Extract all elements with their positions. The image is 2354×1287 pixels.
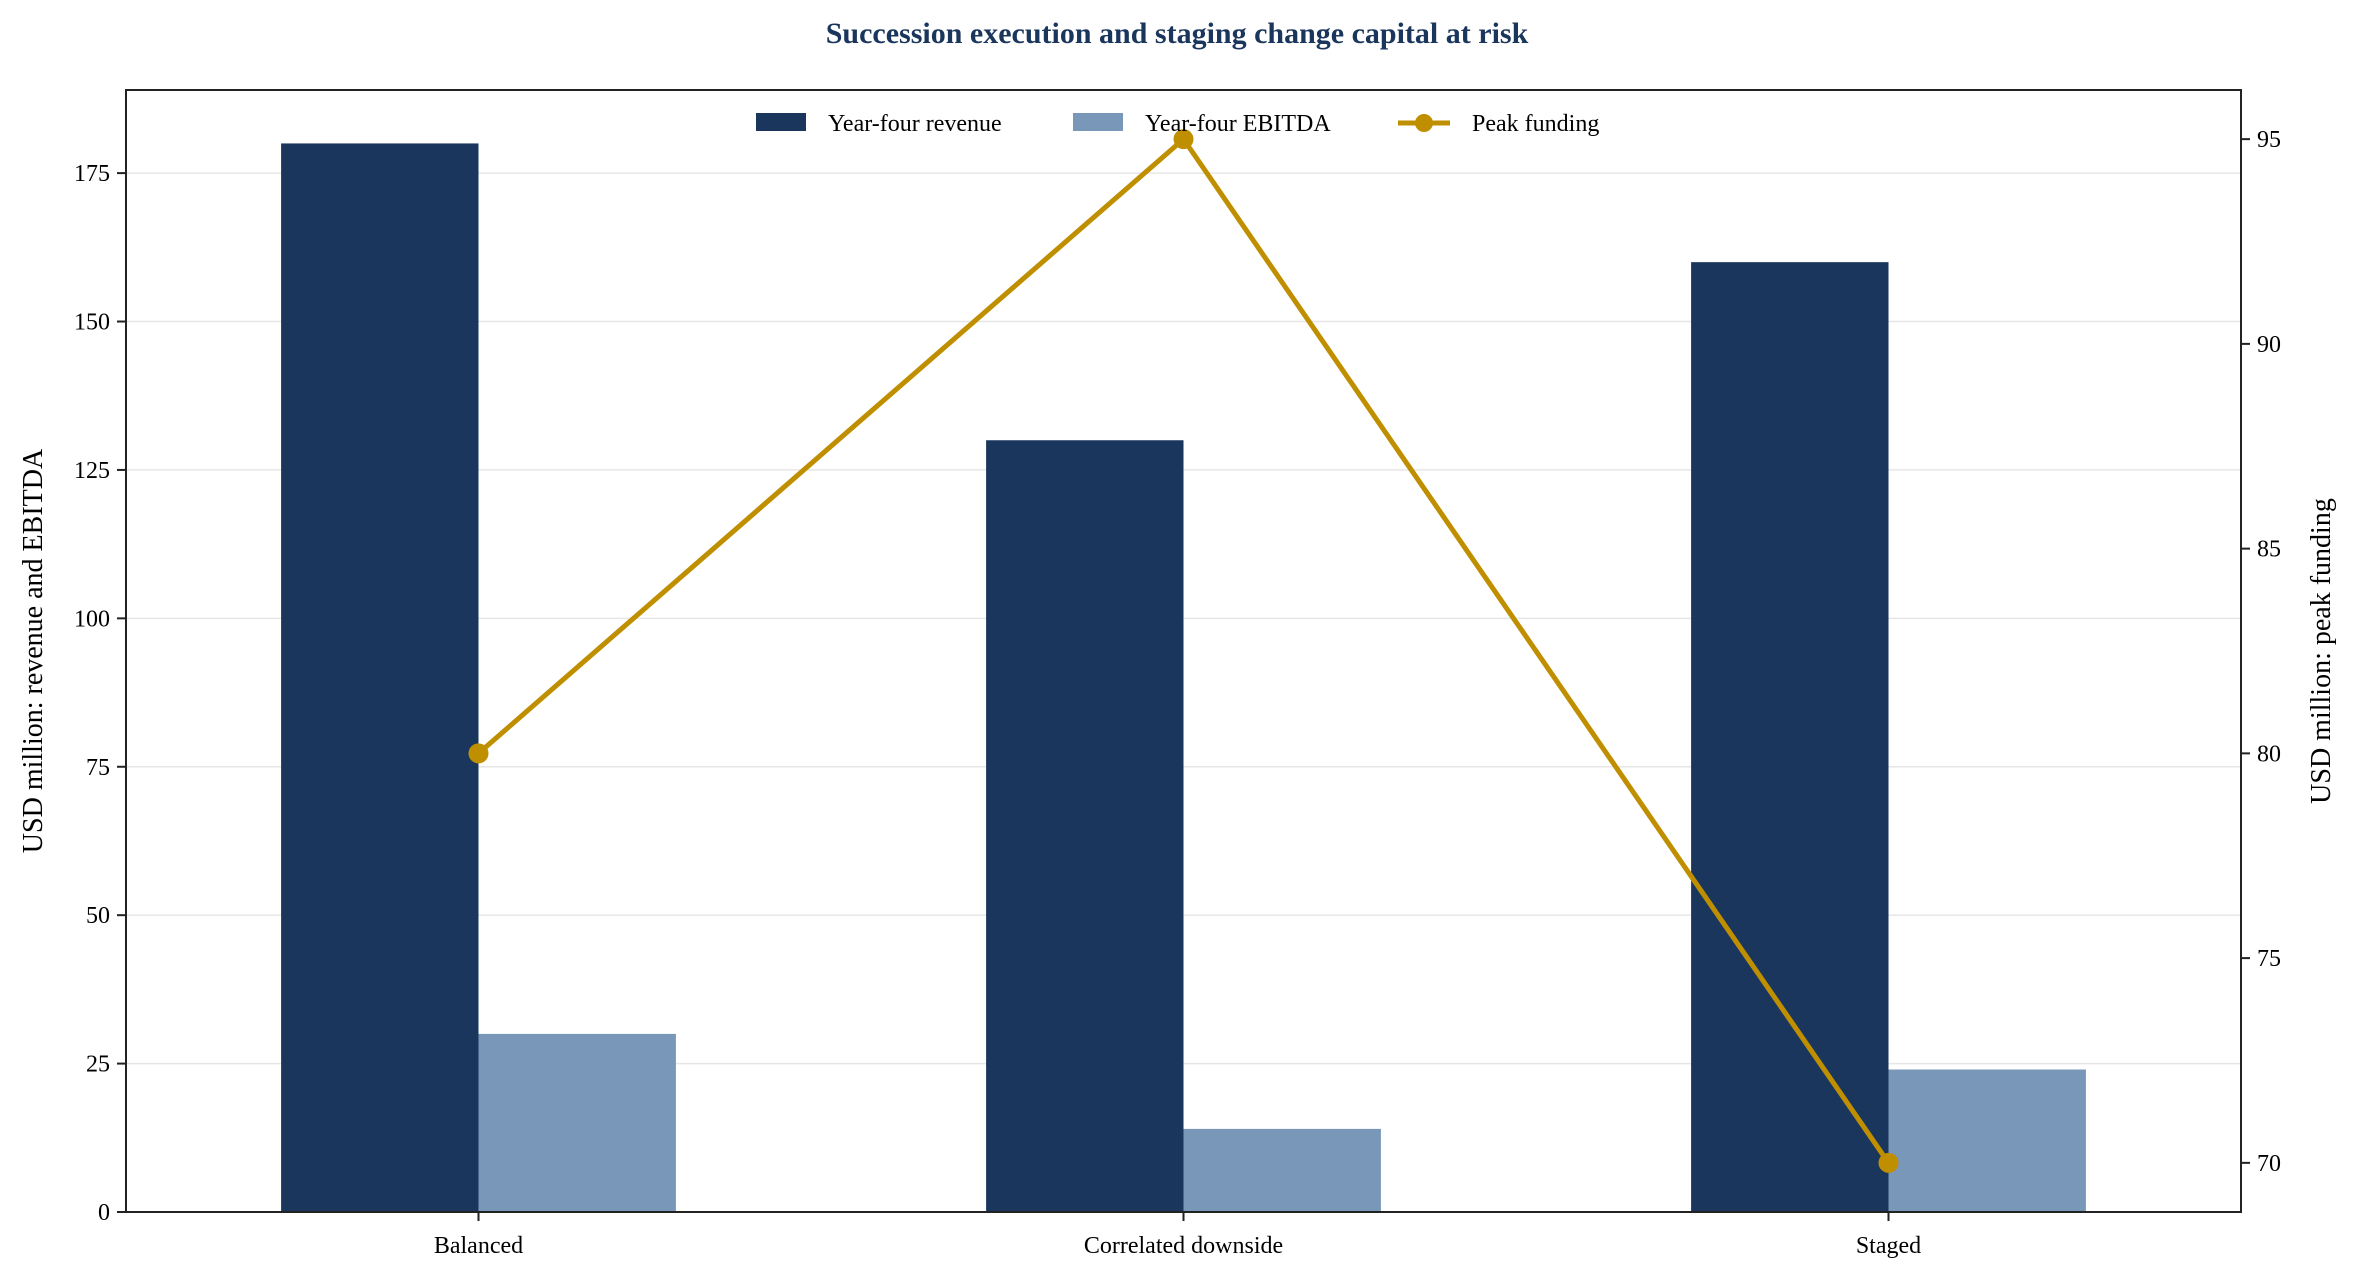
x-tick-label: Correlated downside	[1084, 1233, 1283, 1259]
legend: Year-four revenue Year-four EBITDA Peak fu…	[756, 111, 1599, 137]
x-tick-label: Staged	[1856, 1233, 1921, 1259]
y-axis-left: 0 25 50 75 100 125 150 175	[74, 161, 126, 1226]
x-axis: Balanced Correlated downside Staged	[434, 1212, 1921, 1259]
y-tick-label: 150	[74, 310, 110, 336]
y-tick-label: 0	[98, 1200, 110, 1226]
legend-swatch	[1073, 113, 1123, 131]
data-point	[468, 743, 489, 764]
bar	[1691, 262, 1889, 1213]
data-point	[1173, 129, 1194, 150]
bar	[281, 143, 479, 1212]
y-tick-label: 125	[74, 458, 110, 484]
legend-swatch	[756, 113, 806, 131]
y-axis-right-label: USD million: peak funding	[2306, 498, 2337, 804]
y-tick-label: 25	[86, 1052, 110, 1078]
bar	[1888, 1069, 2086, 1212]
x-tick-label: Balanced	[434, 1233, 523, 1259]
y2-tick-label: 70	[2257, 1151, 2281, 1177]
line-layer	[468, 129, 1899, 1173]
y-tick-label: 50	[86, 903, 110, 929]
y-tick-label: 175	[74, 161, 110, 187]
y2-tick-label: 75	[2257, 946, 2281, 972]
data-point	[1878, 1152, 1899, 1173]
legend-label: Year-four revenue	[828, 111, 1002, 137]
y2-tick-label: 90	[2257, 332, 2281, 358]
y-axis-left-label: USD million: revenue and EBITDA	[18, 448, 49, 853]
chart-title: Succession execution and staging change …	[826, 17, 1529, 50]
bars-layer	[281, 143, 2086, 1213]
y-axis-right: 70 75 80 85 90 95	[2241, 127, 2281, 1177]
legend-label: Year-four EBITDA	[1145, 111, 1331, 137]
y2-tick-label: 95	[2257, 127, 2281, 153]
y2-tick-label: 80	[2257, 741, 2281, 767]
bar	[478, 1033, 676, 1212]
y-tick-label: 75	[86, 755, 110, 781]
bar	[986, 440, 1184, 1212]
y2-tick-label: 85	[2257, 537, 2281, 563]
y-tick-label: 100	[74, 606, 110, 632]
legend-marker	[1415, 114, 1433, 132]
legend-label: Peak funding	[1472, 111, 1599, 137]
bar	[1183, 1128, 1381, 1212]
